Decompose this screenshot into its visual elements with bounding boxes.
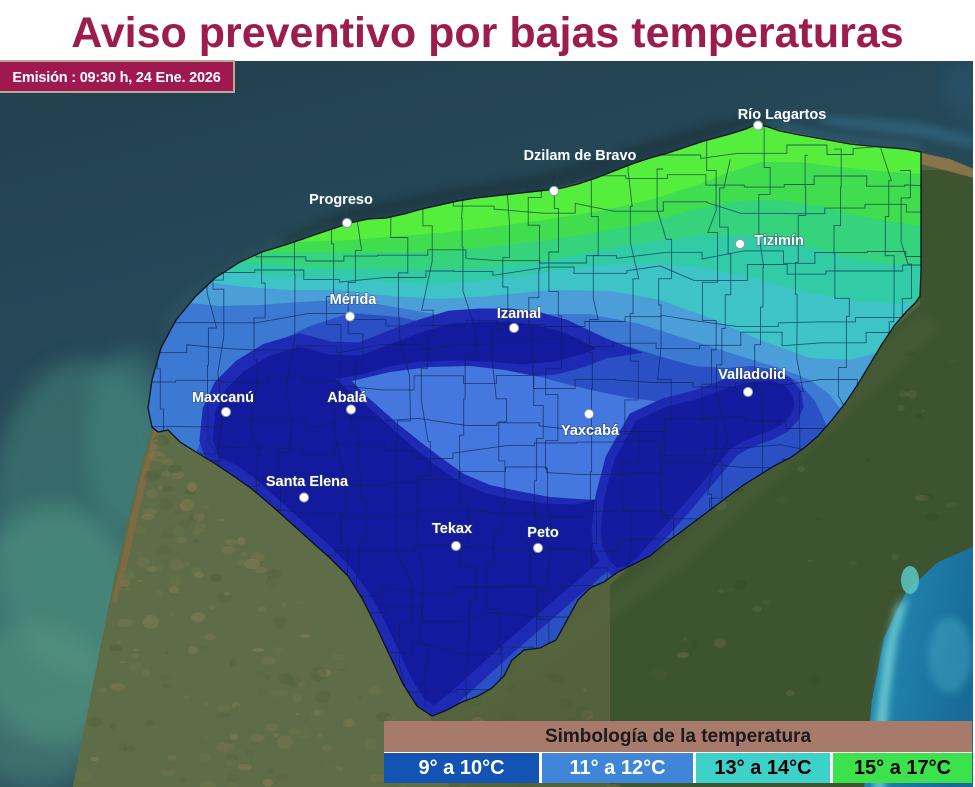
svg-text:Mérida: Mérida	[330, 292, 378, 308]
svg-text:Peto: Peto	[527, 525, 559, 541]
svg-text:Tizimín: Tizimín	[754, 233, 804, 249]
svg-text:Izamal: Izamal	[497, 306, 541, 322]
svg-text:Abalá: Abalá	[327, 390, 367, 406]
svg-text:Valladolid: Valladolid	[718, 367, 786, 383]
svg-text:Río Lagartos: Río Lagartos	[738, 107, 827, 123]
svg-text:Yaxcabá: Yaxcabá	[561, 423, 620, 439]
svg-text:Progreso: Progreso	[309, 192, 373, 208]
svg-text:Tekax: Tekax	[432, 521, 472, 537]
svg-text:Dzilam de Bravo: Dzilam de Bravo	[524, 148, 637, 164]
svg-text:Maxcanú: Maxcanú	[192, 390, 254, 406]
svg-text:Santa Elena: Santa Elena	[266, 474, 349, 490]
